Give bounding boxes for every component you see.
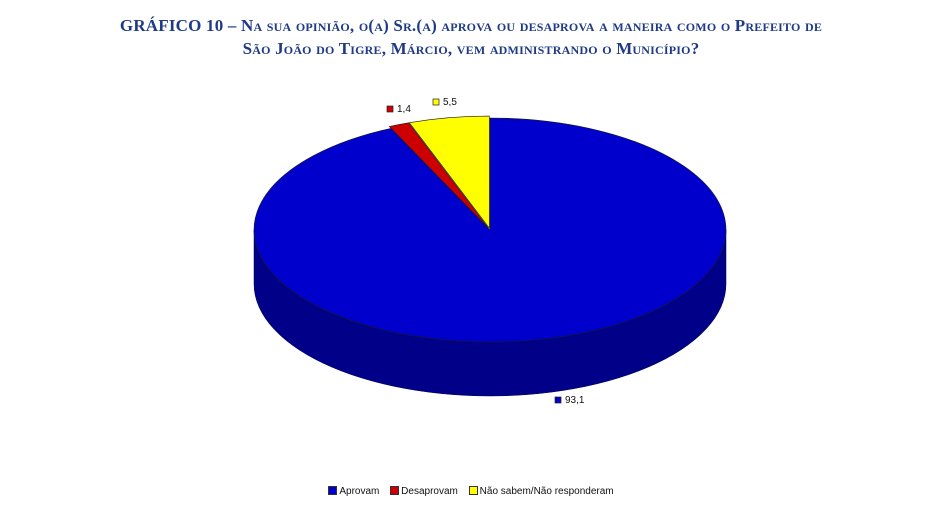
legend-item-aprovam: Aprovam bbox=[328, 485, 380, 497]
pie-slice-desaprovam bbox=[388, 122, 489, 229]
legend-item-desaprovam: Desaprovam bbox=[390, 485, 458, 497]
legend-swatch-desaprovam bbox=[390, 485, 400, 495]
pie-labels-group: 93,1 1,4 5,5 bbox=[386, 97, 585, 406]
legend: Aprovam Desaprovam Não sabem/Não respond… bbox=[0, 485, 942, 497]
pie-slice-aprovam bbox=[253, 117, 727, 343]
data-label-marker-nao-sabem bbox=[432, 98, 440, 106]
legend-label-nao-sabem: Não sabem/Não responderam bbox=[479, 486, 614, 497]
chart-title: GRÁFICO 10 – Na sua opinião, o(a) Sr.(a)… bbox=[0, 14, 942, 60]
data-label-nao-sabem: 5,5 bbox=[443, 97, 457, 108]
chart-title-line-1: GRÁFICO 10 – Na sua opinião, o(a) Sr.(a)… bbox=[119, 16, 823, 35]
pie-slice-nao-sabem bbox=[408, 115, 490, 229]
legend-item-nao-sabem: Não sabem/Não responderam bbox=[468, 485, 614, 497]
data-label-marker-aprovam bbox=[554, 396, 562, 404]
data-label-aprovam: 93,1 bbox=[565, 395, 585, 406]
data-label-desaprovam: 1,4 bbox=[397, 104, 411, 115]
legend-swatch-nao-sabem bbox=[468, 485, 478, 495]
legend-swatch-aprovam bbox=[328, 485, 338, 495]
data-label-marker-desaprovam bbox=[386, 105, 394, 113]
pie-top-group bbox=[253, 115, 727, 343]
legend-label-desaprovam: Desaprovam bbox=[401, 486, 458, 497]
chart-title-line-2: São João do Tigre, Márcio, vem administr… bbox=[242, 39, 700, 58]
legend-label-aprovam: Aprovam bbox=[339, 486, 380, 497]
